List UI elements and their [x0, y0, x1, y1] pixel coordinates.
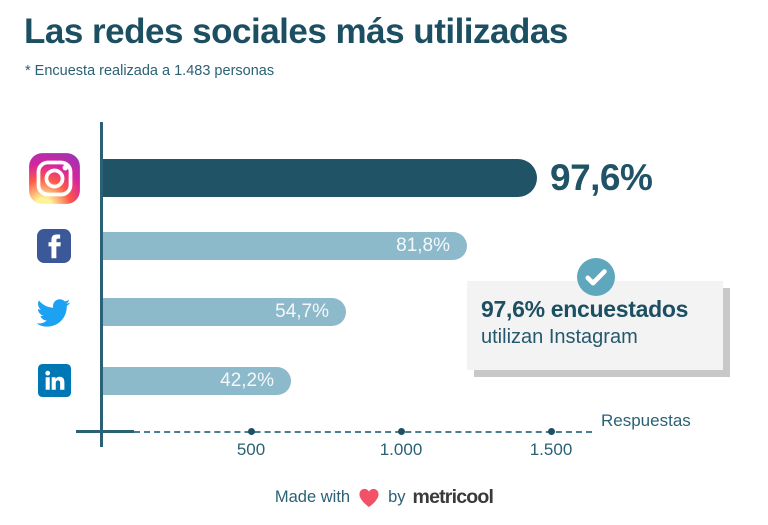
tick-label: 500 — [236, 440, 266, 459]
callout-heading: 97,6% encuestados — [481, 296, 689, 322]
value-label-linkedin: 42,2% — [220, 370, 274, 391]
y-axis-line — [100, 122, 103, 447]
tick-dot — [248, 428, 255, 435]
bar-linkedin: 42,2% — [103, 367, 291, 395]
x-axis-solid-segment — [76, 430, 134, 433]
value-label-instagram: 97,6% — [550, 157, 653, 198]
bar-row-twitter: 54,7% — [103, 298, 346, 326]
footer-made-with-text: Made with — [274, 488, 351, 506]
footer-by-text: by — [388, 488, 406, 506]
survey-note: * Encuesta realizada a 1.483 personas — [25, 63, 275, 79]
tick-label: 1.000 — [379, 440, 423, 459]
facebook-icon — [37, 229, 71, 263]
value-label-facebook: 81,8% — [396, 235, 450, 256]
linkedin-icon — [38, 364, 71, 397]
value-label-twitter: 54,7% — [275, 301, 329, 322]
tick-label: 1.500 — [529, 440, 573, 459]
footer-brand-metricool: metricool — [412, 486, 494, 508]
instagram-icon — [28, 152, 81, 205]
tick-dot — [548, 428, 555, 435]
heart-icon — [359, 488, 379, 508]
bar-row-linkedin: 42,2% — [103, 367, 291, 395]
page-title: Las redes sociales más utilizadas — [24, 12, 568, 51]
bar-row-facebook: 81,8% — [103, 232, 467, 260]
tick-dot — [398, 428, 405, 435]
bar-instagram — [103, 159, 537, 197]
callout-body: utilizan Instagram — [481, 326, 638, 348]
footer-credit: Made with by metricool — [0, 486, 768, 509]
bar-row-instagram: 97,6% — [103, 157, 653, 198]
x-axis-title: Respuestas — [601, 411, 691, 430]
bar-twitter: 54,7% — [103, 298, 346, 326]
check-circle-icon — [577, 258, 615, 296]
x-axis-dashed-line — [134, 431, 592, 433]
twitter-icon — [31, 295, 74, 332]
highlight-callout: 97,6% encuestados utilizan Instagram — [467, 281, 723, 370]
bar-facebook: 81,8% — [103, 232, 467, 260]
